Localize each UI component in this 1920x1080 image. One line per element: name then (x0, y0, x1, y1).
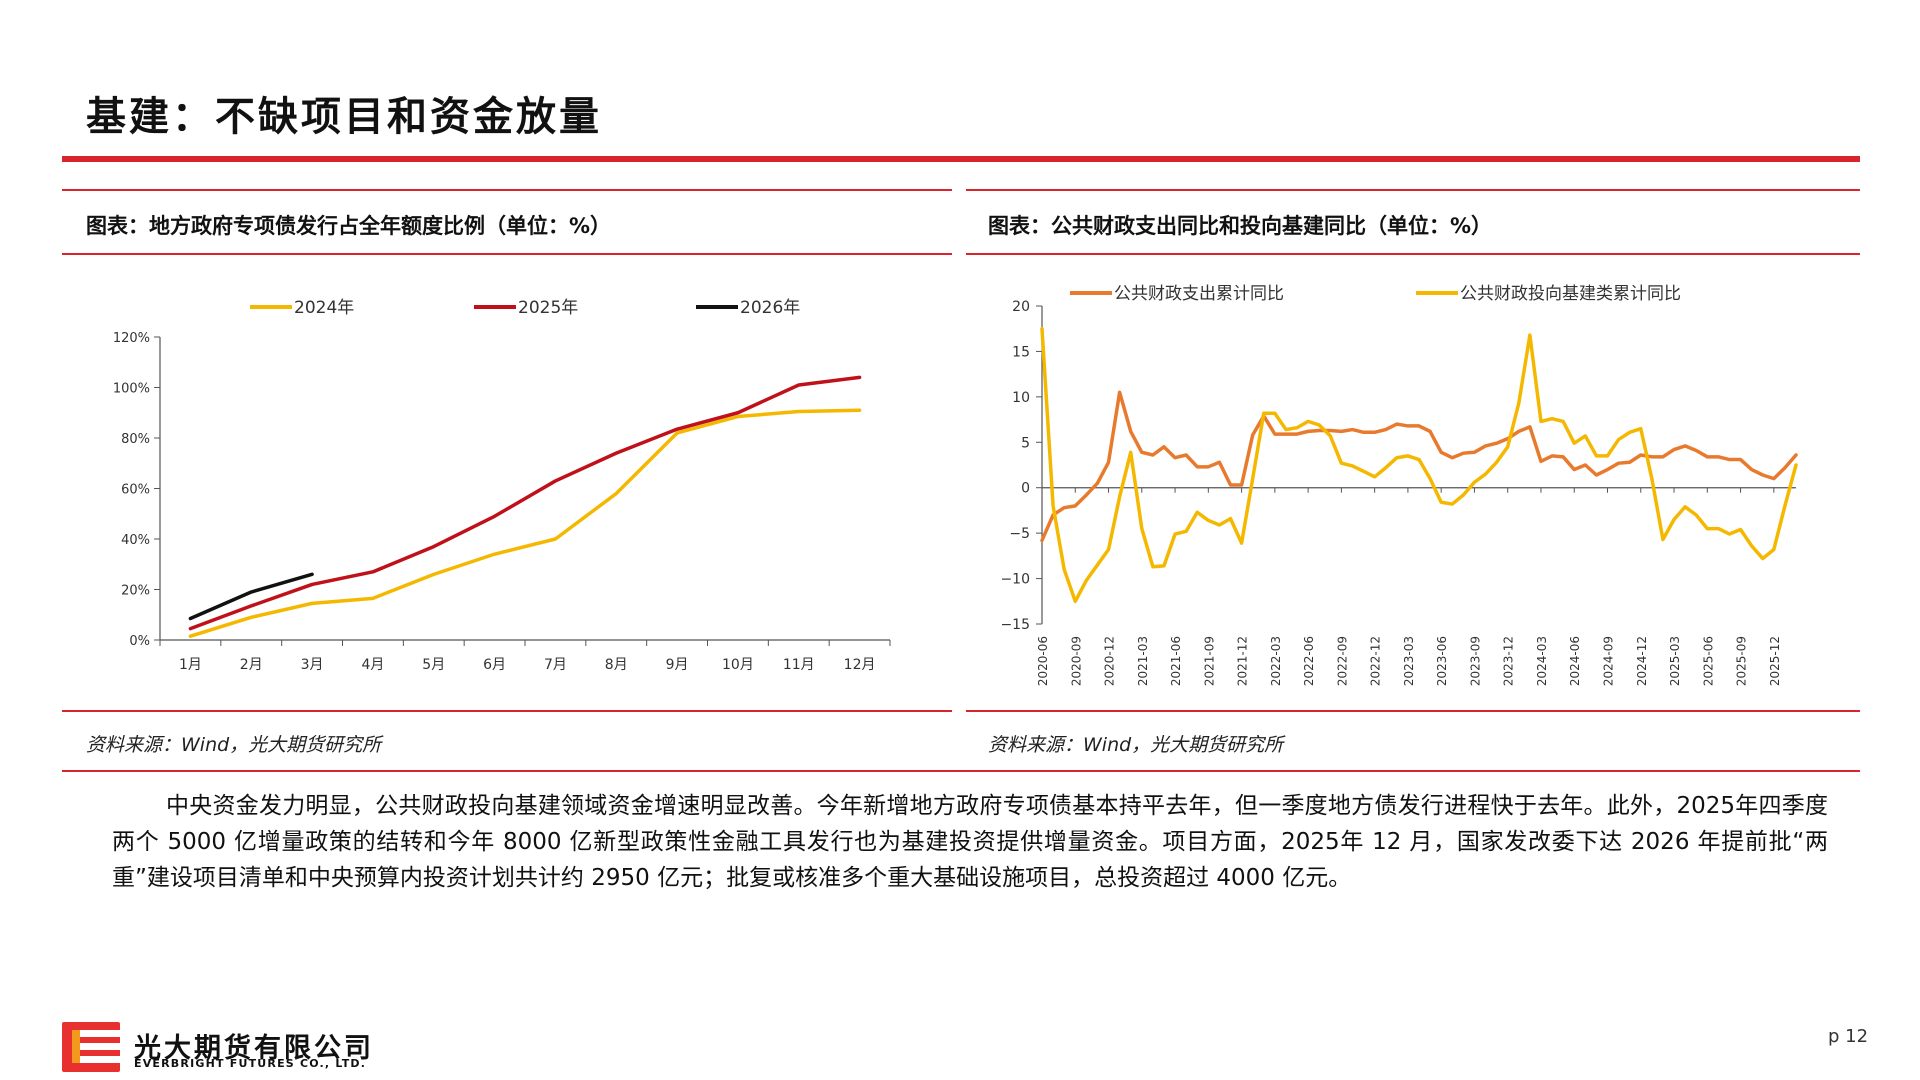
y-tick-label: 15 (1012, 344, 1030, 360)
series-line (188, 375, 862, 631)
x-tick-label: 8月 (605, 657, 628, 673)
x-tick-label: 2022-12 (1369, 636, 1383, 686)
series-line (1040, 390, 1798, 543)
fiscal-expenditure-chart: −15 −10 −5 0 5 10 15 20 2020-06 2020-09 2020-12 202… (1000, 284, 1798, 686)
content-bottom-rule (62, 770, 1860, 772)
left-chart-title: 图表：地方政府专项债发行占全年额度比例（单位：%） (86, 214, 612, 238)
x-tick-label: 1月 (179, 657, 202, 673)
x-tick-label: 11月 (783, 657, 815, 673)
y-tick-label: 100% (113, 382, 150, 397)
x-tick-label: 5月 (422, 657, 445, 673)
x-tick-label: 2021-06 (1169, 636, 1183, 686)
x-tick-label: 2021-03 (1136, 636, 1150, 686)
y-tick-label: 80% (121, 432, 150, 447)
right-panel-title-rule (966, 253, 1860, 255)
x-tick-label: 6月 (483, 657, 506, 673)
left-panel-title-rule (62, 253, 952, 255)
x-tick-label: 2021-09 (1202, 636, 1216, 686)
page-title: 基建：不缺项目和资金放量 (86, 94, 602, 140)
left-chart-source: 资料来源：Wind，光大期货研究所 (86, 734, 382, 756)
x-tick-label: 2020-06 (1036, 636, 1050, 686)
y-tick-label: −10 (1000, 572, 1030, 588)
company-name-cn: 光大期货有限公司 (134, 1033, 374, 1064)
y-tick-label: 40% (121, 533, 150, 548)
x-tick-label: 2023-06 (1435, 636, 1449, 686)
left-panel-top-rule (62, 189, 952, 191)
x-tick-label: 10月 (722, 657, 754, 673)
right-chart-title: 图表：公共财政支出同比和投向基建同比（单位：%） (988, 214, 1493, 238)
legend-label: 公共财政支出累计同比 (1114, 284, 1284, 304)
y-tick-label: 0 (1021, 481, 1030, 497)
x-tick-label: 2024-12 (1635, 636, 1649, 686)
x-tick-label: 2025-06 (1701, 636, 1715, 686)
x-tick-label: 7月 (544, 657, 567, 673)
x-tick-label: 2月 (240, 657, 263, 673)
legend-label: 2026年 (740, 298, 800, 318)
title-divider (62, 156, 1860, 162)
everbright-logo-icon (62, 1022, 120, 1072)
legend-label: 2024年 (294, 298, 354, 318)
right-chart-source: 资料来源：Wind，光大期货研究所 (988, 734, 1284, 756)
legend-label: 2025年 (518, 298, 578, 318)
x-tick-label: 2022-09 (1335, 636, 1349, 686)
x-tick-label: 2023-03 (1402, 636, 1416, 686)
y-tick-label: −5 (1009, 526, 1030, 542)
page-number: p 12 (1828, 1026, 1869, 1047)
right-panel-source-rule (966, 710, 1860, 712)
bond-issuance-chart: 0% 20% 40% 60% 80% 100% 120% 1月 2月 3月 4月 5月 6月 7月 8月 9月… (113, 298, 891, 673)
legend-label: 公共财政投向基建类累计同比 (1460, 284, 1681, 304)
x-tick-label: 2025-12 (1768, 636, 1782, 686)
x-tick-label: 3月 (301, 657, 324, 673)
x-tick-label: 12月 (844, 657, 876, 673)
y-tick-label: 10 (1012, 390, 1030, 406)
x-tick-label: 2020-12 (1103, 636, 1117, 686)
y-tick-label: 5 (1021, 435, 1030, 451)
right-panel-top-rule (966, 189, 1860, 191)
y-tick-label: 0% (129, 634, 150, 649)
x-tick-label: 2024-03 (1535, 636, 1549, 686)
series-line (188, 572, 314, 621)
x-tick-label: 2020-09 (1069, 636, 1083, 686)
x-tick-label: 4月 (361, 657, 384, 673)
x-tick-label: 2022-03 (1269, 636, 1283, 686)
x-tick-label: 2025-09 (1735, 636, 1749, 686)
left-panel-source-rule (62, 710, 952, 712)
x-tick-label: 9月 (666, 657, 689, 673)
x-tick-label: 2022-06 (1302, 636, 1316, 686)
company-name-en: EVERBRIGHT FUTURES CO., LTD. (134, 1057, 367, 1070)
y-tick-label: 60% (121, 483, 150, 498)
x-tick-label: 2025-03 (1668, 636, 1682, 686)
x-tick-label: 2024-09 (1602, 636, 1616, 686)
x-tick-label: 2024-06 (1568, 636, 1582, 686)
y-tick-label: 20 (1012, 299, 1030, 315)
series-line (1040, 326, 1798, 604)
x-tick-label: 2023-09 (1468, 636, 1482, 686)
x-tick-label: 2021-12 (1236, 636, 1250, 686)
body-paragraph: 中央资金发力明显，公共财政投向基建领域资金增速明显改善。今年新增地方政府专项债基… (112, 793, 1828, 891)
y-tick-label: 20% (121, 584, 150, 599)
y-tick-label: 120% (113, 331, 150, 346)
y-tick-label: −15 (1000, 617, 1030, 633)
x-tick-label: 2023-12 (1502, 636, 1516, 686)
series-line (188, 408, 862, 638)
